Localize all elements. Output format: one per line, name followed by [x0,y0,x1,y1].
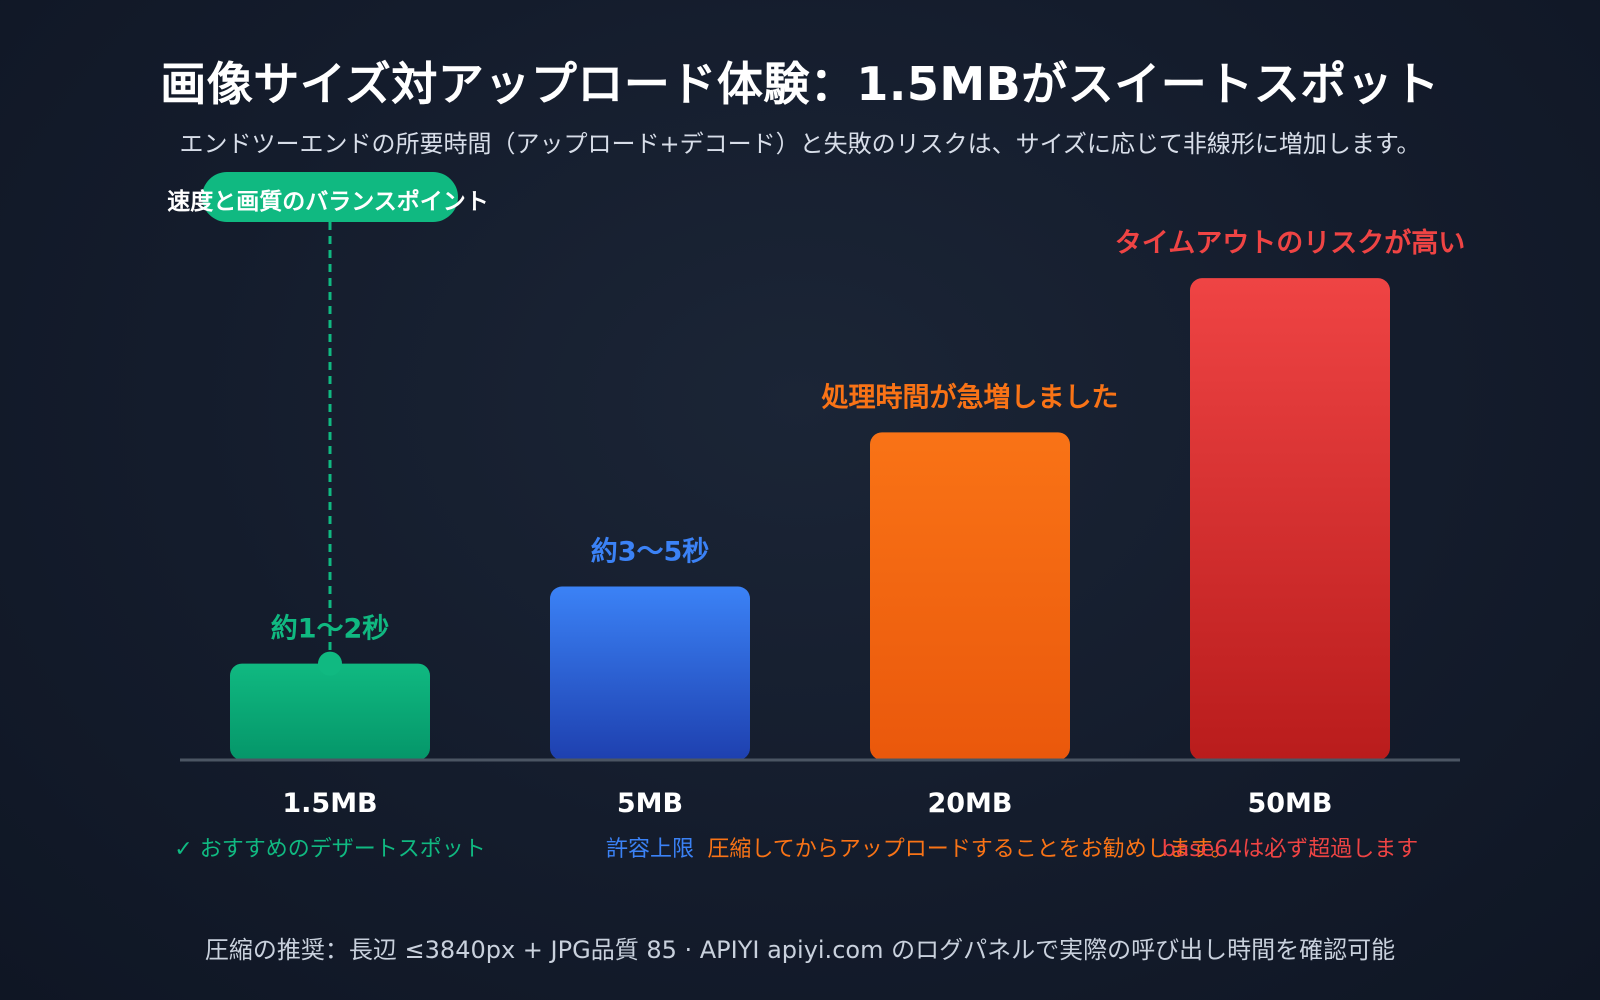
bar-value-label: 約1～2秒 [271,613,390,645]
page-title: 画像サイズ対アップロード体験：1.5MBがスイートスポット [160,57,1440,111]
bar-value-label: 処理時間が急増しました [822,381,1119,413]
callout-pill [202,172,458,222]
bar-5MB [550,586,750,760]
category-note: base64は必ず超過します [1162,837,1418,862]
bar-1.5MB [230,663,430,760]
category-note: 許容上限 [606,837,694,862]
x-tick-label: 1.5MB [282,788,377,819]
bar-20MB [870,432,1070,760]
bar-value-label: タイムアウトのリスクが高い [1115,227,1465,259]
x-tick-label: 50MB [1247,788,1332,819]
footer-note: 圧縮の推奨：長辺 ≤3840px + JPG品質 85 · APIYI apiy… [204,936,1396,964]
callout-marker-dot [318,651,342,676]
bar-value-label: 約3～5秒 [591,536,710,568]
page-subtitle: エンドツーエンドの所要時間（アップロード+デコード）と失敗のリスクは、サイズに応… [179,130,1421,158]
category-note: ✓ おすすめのデザートスポット [174,837,485,862]
callout-text: 速度と画質のバランスポイント [167,189,489,215]
bar-50MB [1190,278,1390,760]
category-note: 圧縮してからアップロードすることをお勧めします。 [707,837,1232,862]
x-tick-label: 5MB [617,788,683,819]
x-tick-label: 20MB [927,788,1012,819]
